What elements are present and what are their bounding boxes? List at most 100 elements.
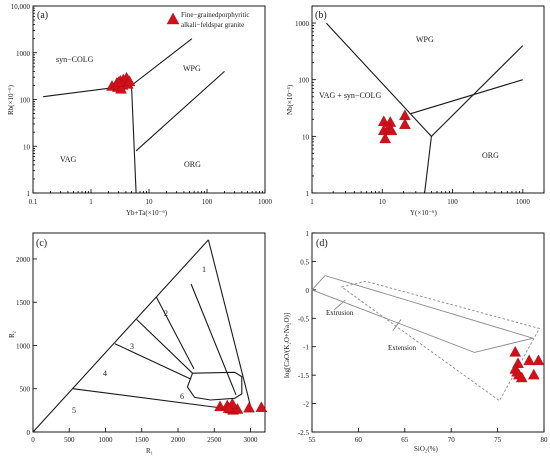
y-tick-label: 1000 [295,20,310,28]
y-tick-label: 10 [23,143,31,151]
x-tick-label: 60 [355,436,363,444]
y-axis-label: log[CaO/(K₂O+Na₂O)] [283,313,291,378]
data-point [379,132,392,144]
data-point [255,401,268,412]
x-tick-label: 70 [448,436,456,444]
y-tick-label: 0 [27,429,31,437]
extrusion-field [311,275,535,353]
annotation-label: Extension [388,344,416,352]
panel-label: (a) [37,10,48,21]
plot-frame [32,5,266,194]
boundary-line [130,85,137,194]
boundary-line [424,136,432,194]
boundary-line [114,343,192,380]
y-tick-label: 10 [302,133,310,141]
extension-field [340,280,541,402]
panel-label: (c) [36,238,47,249]
x-tick-label: 1 [89,198,93,206]
y-tick-label: -0.5 [298,315,310,323]
data-point [527,368,540,380]
y-tick-label: 1 [27,190,31,198]
field-label: WPG [416,35,434,44]
y-tick-label: 500 [20,386,31,394]
x-tick-label: 65 [401,436,409,444]
x-tick-label: 80 [541,436,549,444]
data-point [523,354,535,366]
field-label: 1 [202,265,206,274]
boundary-line [155,296,195,370]
boundary-line [207,239,252,407]
y-tick-label: 1 [306,230,310,238]
x-tick-label: 1000 [516,198,531,206]
legend-label-line1: Fine−grainedporphyritic [181,11,250,19]
y-tick-label: 100 [20,97,31,105]
annotation-leader [333,299,346,311]
panel-label: (b) [315,10,327,21]
data-point [115,82,127,94]
field-label: VAG + syn−COLG [319,91,381,100]
x-tick-label: 100 [447,198,458,206]
field-6-outline [186,371,243,401]
x-tick-label: 500 [64,436,75,444]
y-axis-label: Rb(×10⁻⁶) [7,84,15,115]
panel-a: (a) Fine−grainedporphyritic alkali−felds… [7,3,273,217]
x-axis-label: SiO₂(%) [414,445,438,453]
legend-marker [166,12,180,25]
x-tick-label: 100 [202,198,213,206]
field-label: ORG [184,160,201,169]
y-tick-label: 1500 [16,299,31,307]
boundary-line [136,319,193,374]
plot-frame [311,5,545,194]
panel-label: (d) [316,238,328,249]
panel-c: (c) 1 2 3 4 5 6 7 R₁ R₂ 0500100015002000… [8,232,268,455]
x-tick-label: 1 [310,198,314,206]
data-point [509,345,522,357]
y-tick-label: 1 [306,190,310,198]
x-tick-label: 10 [146,198,154,206]
x-tick-label: 10 [379,198,387,206]
x-tick-label: 1500 [135,436,150,444]
y-tick-label: 0 [306,287,310,295]
boundary-line [410,79,523,115]
data-point [532,354,545,366]
y-tick-label: 0.5 [300,258,309,266]
field-label: WPG [183,64,201,73]
panel-b: (b) WPG VAG + syn−COLG ORG Y(×10⁻⁶) Nb(×… [286,5,545,217]
y-axis-label: Nb(×10⁻⁶) [286,84,294,115]
field-label: VAG [60,155,77,164]
x-tick-label: 0 [31,436,35,444]
x-tick-label: 2000 [171,436,186,444]
panel-d: (d) Extrusion Extension SiO₂(%) log[CaO/… [283,230,548,453]
field-label: ORG [482,151,499,160]
x-tick-label: 75 [494,436,502,444]
x-axis-label: Y(×10⁻⁶) [410,209,437,217]
data-point [112,76,125,87]
x-tick-label: 3000 [244,436,259,444]
x-tick-label: 1000 [99,436,114,444]
y-axis-label: R₂ [8,330,16,338]
x-tick-label: 0.1 [29,198,38,206]
data-point [243,401,255,413]
x-tick-label: 2500 [207,436,222,444]
boundary-line [135,70,225,152]
x-tick-label: 1000 [258,198,273,206]
data-point [515,371,528,383]
field-label: 2 [164,309,168,318]
x-tick-label: 55 [309,436,317,444]
y-tick-label: -2 [303,401,309,409]
field-label: 6 [180,392,184,401]
boundary-line [32,239,209,433]
y-tick-label: 100 [299,77,310,85]
field-label: syn−COLG [56,55,94,64]
field-label: 5 [72,406,76,415]
legend-label-line2: alkali−feldspar granite [181,21,244,29]
y-tick-label: -1.5 [298,372,310,380]
y-tick-label: -1 [303,344,309,352]
y-tick-label: -2.5 [298,429,310,437]
x-axis-label: Yb+Ta(×10⁻⁶) [126,209,168,217]
field-label: 4 [103,369,107,378]
y-tick-label: 10,000 [11,3,31,11]
y-tick-label: 1000 [16,342,31,350]
legend: Fine−grainedporphyritic alkali−feldspar … [166,11,250,29]
